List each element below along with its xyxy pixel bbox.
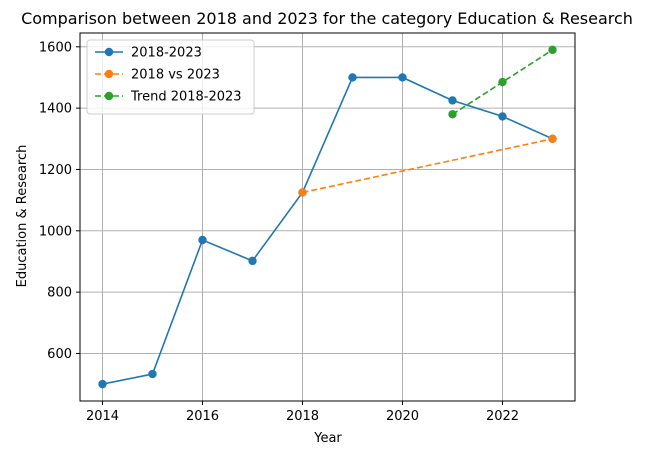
- x-tick-label: 2014: [86, 409, 119, 424]
- y-tick-label: 1400: [39, 102, 72, 117]
- plot-frame: [79, 32, 576, 402]
- data-point: [548, 134, 557, 143]
- series-line: [302, 138, 553, 194]
- legend-label: 2018-2023: [131, 46, 202, 61]
- legend-box: [86, 39, 255, 115]
- x-tick-label: 2020: [386, 409, 419, 424]
- legend-item: Trend 2018-2023: [95, 90, 242, 105]
- data-point: [498, 112, 507, 121]
- legend: 2018-2023 2018 vs 2023 Trend 2018-2023: [86, 39, 255, 115]
- series-layer: [98, 45, 557, 389]
- data-point: [98, 379, 107, 389]
- legend-item: 2018-2023: [95, 46, 202, 61]
- data-point: [348, 73, 357, 82]
- y-axis-ticks: 600 800 1000 1200 1400 1600: [39, 40, 80, 362]
- data-point: [448, 110, 457, 119]
- series-0: [98, 73, 557, 389]
- x-tick-label: 2016: [186, 409, 219, 424]
- legend-marker: [104, 91, 114, 101]
- series-1: [298, 134, 557, 197]
- x-tick-label: 2022: [486, 409, 519, 424]
- y-axis-label: Education & Research: [15, 145, 30, 288]
- data-point: [148, 369, 157, 379]
- legend-marker: [104, 47, 114, 57]
- y-tick-label: 600: [47, 347, 72, 362]
- data-point: [448, 96, 457, 105]
- data-point: [498, 77, 507, 87]
- series-line: [102, 76, 553, 385]
- data-point: [198, 235, 207, 245]
- legend-marker: [104, 69, 114, 79]
- y-tick-label: 1000: [39, 224, 72, 239]
- data-point: [248, 256, 257, 266]
- legend-label: Trend 2018-2023: [130, 90, 242, 105]
- x-axis-ticks: 2014 2016 2018 2020 2022: [86, 401, 519, 424]
- legend-label: 2018 vs 2023: [131, 68, 220, 83]
- data-point: [548, 45, 557, 55]
- y-tick-label: 1600: [39, 40, 72, 55]
- chart-title: Comparison between 2018 and 2023 for the…: [21, 9, 633, 28]
- legend-item: 2018 vs 2023: [95, 68, 220, 83]
- data-point: [298, 188, 307, 197]
- x-tick-label: 2018: [286, 409, 319, 424]
- y-tick-label: 800: [47, 286, 72, 301]
- series-2: [448, 45, 557, 119]
- x-axis-label: Year: [313, 431, 342, 446]
- data-point: [398, 73, 407, 82]
- y-tick-label: 1200: [39, 163, 72, 178]
